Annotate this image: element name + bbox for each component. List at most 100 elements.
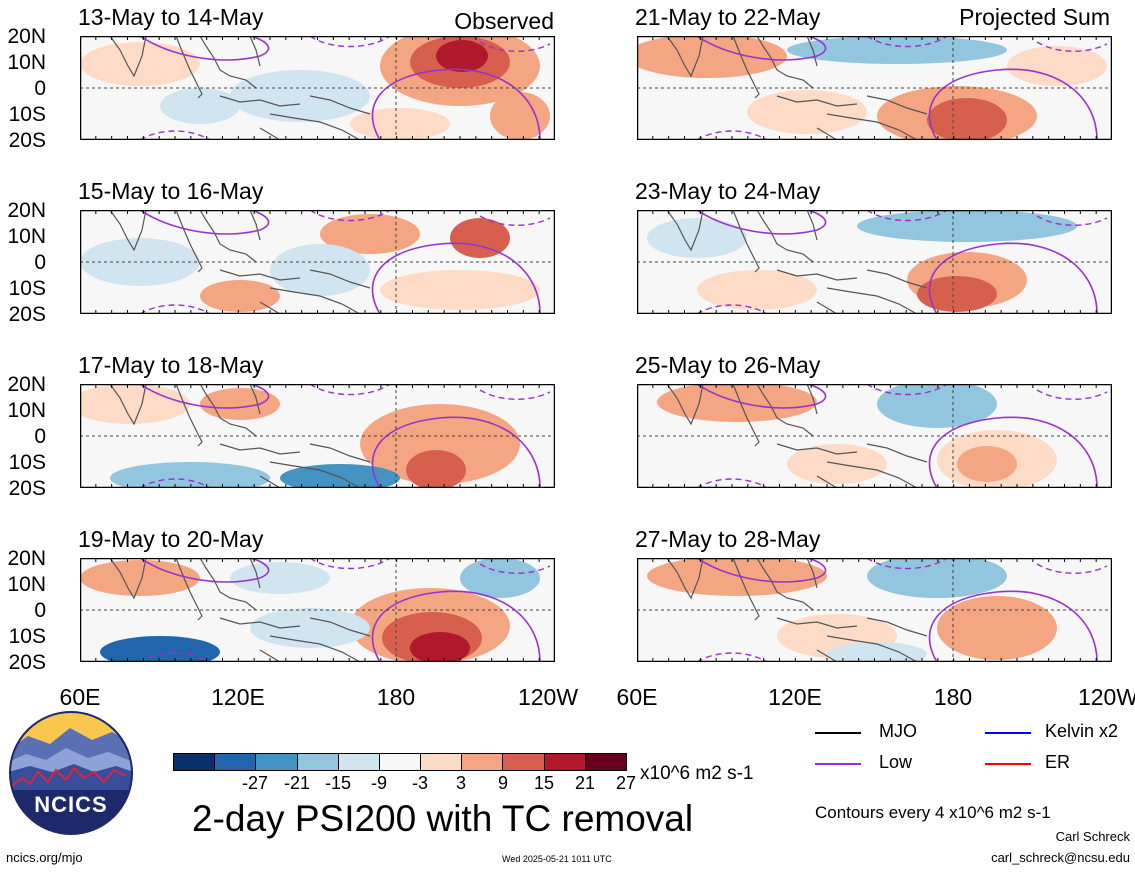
anomaly-shading bbox=[957, 446, 1017, 482]
coastline bbox=[666, 210, 928, 314]
ncics-logo: NCICS bbox=[8, 710, 134, 836]
anomaly-shading bbox=[100, 636, 220, 662]
anomaly-shading bbox=[360, 404, 520, 484]
colorbar-cell bbox=[337, 753, 380, 771]
email: carl_schreck@ncsu.edu bbox=[991, 850, 1130, 865]
lon-label: 180 bbox=[933, 684, 973, 710]
panel-title: 13-May to 14-May bbox=[78, 4, 264, 30]
anomaly-shading bbox=[1007, 46, 1107, 86]
panel-title: 19-May to 20-May bbox=[78, 526, 264, 552]
colorbar-cell bbox=[584, 753, 627, 771]
low-contour bbox=[696, 36, 1098, 140]
colorbar-cell bbox=[420, 753, 463, 771]
lat-label: 10S bbox=[8, 451, 46, 474]
anomaly-shading bbox=[490, 92, 550, 140]
colorbar-units: x10^6 m2 s-1 bbox=[640, 763, 754, 784]
anomaly-shading bbox=[857, 210, 1077, 242]
anomaly-shading bbox=[827, 642, 927, 662]
low-contour-negative bbox=[139, 384, 551, 488]
map-panel bbox=[80, 36, 555, 140]
contour-note: Contours every 4 x10^6 m2 s-1 bbox=[815, 803, 1051, 822]
anomaly-shading bbox=[647, 558, 827, 596]
anomaly-shading bbox=[270, 244, 370, 296]
colorbar-tick: -9 bbox=[370, 773, 388, 793]
low-contour-negative bbox=[139, 36, 551, 140]
low-contour bbox=[696, 558, 1098, 662]
lon-label: 120W bbox=[517, 684, 579, 710]
coastline bbox=[109, 558, 371, 662]
anomaly-shading bbox=[747, 90, 867, 134]
colorbar-tick: 27 bbox=[615, 773, 637, 793]
anomaly-shading bbox=[647, 218, 747, 258]
lat-label: 20S bbox=[8, 651, 46, 674]
lon-label: 120E bbox=[211, 684, 265, 710]
low-contour bbox=[696, 210, 1098, 314]
lat-label: 20S bbox=[8, 477, 46, 500]
map-panel bbox=[80, 210, 555, 314]
panel-title: 23-May to 24-May bbox=[635, 178, 821, 204]
colorbar-ticks: -27 -21 -15 -9 -3 3 9 15 21 27 bbox=[173, 773, 636, 796]
lat-label: 10S bbox=[8, 625, 46, 648]
lat-label: 10N bbox=[7, 399, 46, 422]
lat-label: 0 bbox=[34, 425, 46, 448]
panel-title: 15-May to 16-May bbox=[78, 178, 264, 204]
lat-label: 10N bbox=[7, 51, 46, 74]
low-contour-negative bbox=[696, 210, 1108, 314]
anomaly-shading bbox=[697, 270, 817, 310]
anomaly-shading bbox=[380, 270, 540, 310]
colorbar-cell bbox=[502, 753, 545, 771]
timestamp: Wed 2025-05-21 1011 UTC bbox=[502, 854, 612, 864]
lat-label: 20N bbox=[7, 547, 46, 570]
anomaly-shading bbox=[406, 450, 466, 488]
panel-title: 25-May to 26-May bbox=[635, 352, 821, 378]
lon-label: 120E bbox=[768, 684, 822, 710]
colorbar bbox=[173, 753, 627, 771]
colorbar-cell bbox=[173, 753, 216, 771]
lat-label: 0 bbox=[34, 599, 46, 622]
coastline bbox=[666, 384, 928, 488]
low-contour-negative bbox=[696, 558, 1108, 662]
lon-label: 180 bbox=[376, 684, 416, 710]
anomaly-shading bbox=[320, 214, 420, 254]
low-contour bbox=[696, 384, 1098, 488]
legend-label: ER bbox=[1045, 752, 1071, 772]
map-panel bbox=[637, 36, 1112, 140]
low-contour-negative bbox=[696, 36, 1108, 140]
lat-label: 20N bbox=[7, 373, 46, 396]
colorbar-tick: -3 bbox=[411, 773, 429, 793]
column-title-observed: Observed bbox=[454, 8, 554, 34]
lat-label: 20N bbox=[7, 25, 46, 48]
anomaly-shading bbox=[80, 42, 200, 86]
anomaly-shading bbox=[937, 596, 1057, 660]
colorbar-cell bbox=[214, 753, 257, 771]
panel-title: 17-May to 18-May bbox=[78, 352, 264, 378]
lat-label: 0 bbox=[34, 77, 46, 100]
legend: MJO Kelvin x2 Low ER bbox=[815, 718, 1133, 778]
panel-title: 27-May to 28-May bbox=[635, 526, 821, 552]
anomaly-shading bbox=[460, 558, 540, 598]
legend-swatch-low bbox=[815, 763, 861, 765]
lon-label: 60E bbox=[616, 684, 658, 710]
anomaly-shading bbox=[80, 560, 200, 596]
colorbar-tick: 15 bbox=[533, 773, 555, 793]
anomaly-shading bbox=[230, 562, 330, 594]
map-panel bbox=[80, 558, 555, 662]
figure-title: 2-day PSI200 with TC removal bbox=[192, 798, 694, 839]
anomaly-shading bbox=[436, 40, 488, 72]
panel-title: 21-May to 22-May bbox=[635, 4, 821, 30]
colorbar-tick: 3 bbox=[455, 773, 467, 793]
anomaly-shading bbox=[867, 558, 1007, 598]
legend-label: Kelvin x2 bbox=[1045, 721, 1119, 741]
anomaly-shading bbox=[110, 462, 270, 488]
legend-label: Low bbox=[879, 752, 913, 772]
lat-label: 20N bbox=[7, 199, 46, 222]
coastline bbox=[109, 210, 371, 314]
coastline bbox=[109, 36, 371, 140]
legend-swatch-mjo bbox=[815, 732, 861, 734]
anomaly-shading bbox=[280, 464, 400, 488]
low-contour bbox=[139, 36, 541, 140]
colorbar-cell bbox=[461, 753, 504, 771]
anomaly-shading bbox=[927, 98, 1007, 140]
low-contour-negative bbox=[139, 210, 551, 314]
lat-label: 20S bbox=[8, 129, 46, 152]
